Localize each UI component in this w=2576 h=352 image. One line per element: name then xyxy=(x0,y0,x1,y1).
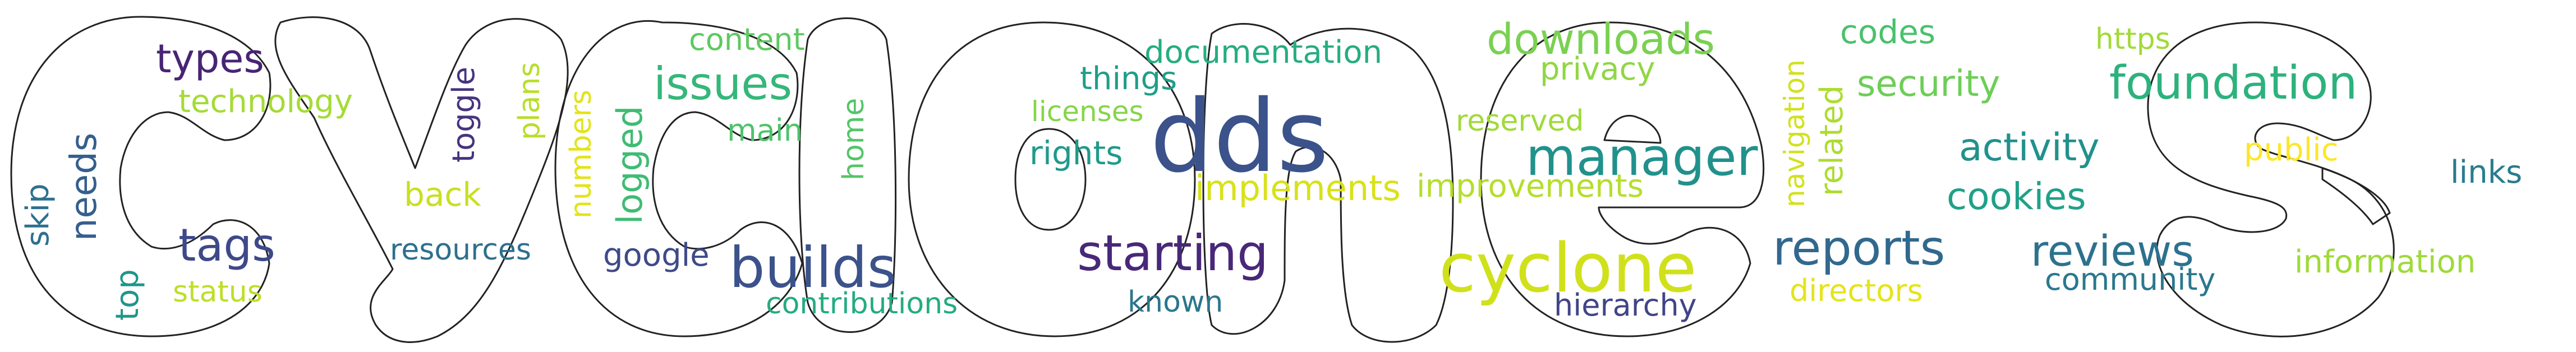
mask-outline-letter-o-hole xyxy=(1014,128,1087,231)
word-builds: builds xyxy=(729,235,896,300)
word-back: back xyxy=(404,175,481,214)
word-foundation: foundation xyxy=(2109,57,2358,110)
word-skip: skip xyxy=(20,183,56,247)
word-directors: directors xyxy=(1790,273,1923,308)
word-needs: status xyxy=(173,275,263,309)
word-hierarchy: hierarchy xyxy=(1554,288,1697,323)
word-numbers: numbers xyxy=(564,89,598,219)
word-rights: rights xyxy=(1029,134,1123,172)
word-https: resources xyxy=(390,233,532,267)
mask-outline-letter-o xyxy=(908,21,1196,337)
mask-outline-letter-c xyxy=(10,16,272,337)
word-cookies: cookies xyxy=(1947,175,2086,218)
word-google: google xyxy=(603,237,710,274)
word-implements: implements xyxy=(1195,168,1401,209)
word-information: information xyxy=(2294,244,2476,280)
mask-outline-letter-c-2 xyxy=(554,20,803,337)
word-known: licenses xyxy=(1031,95,1144,128)
word-tags: tags xyxy=(178,219,275,271)
word-links: links xyxy=(2450,154,2523,191)
word-types: types xyxy=(156,36,264,82)
word-security: security xyxy=(1857,63,2000,105)
word-starting: starting xyxy=(1077,224,1269,282)
mask-outline-letter-l xyxy=(798,17,897,333)
word-activity: activity xyxy=(1959,126,2100,170)
word-reviews: reviews xyxy=(2031,226,2194,276)
word-documentation: documentation xyxy=(1144,34,1383,71)
word-downloads: downloads xyxy=(1487,14,1715,64)
word-dds: dds xyxy=(1150,78,1329,194)
word-toggle: toggle xyxy=(446,67,481,163)
word-reserved: reserved xyxy=(1456,104,1584,138)
mask-outline-letter-e-hole xyxy=(1603,114,1662,144)
word-main: main xyxy=(727,113,803,148)
word-licenses: contributions xyxy=(766,287,958,321)
mask-outline-letter-s xyxy=(2147,21,2395,337)
word-home: home xyxy=(837,98,871,180)
word-technology: technology xyxy=(178,84,353,120)
word-resources: needs xyxy=(63,132,105,241)
word-cyclone: cyclone xyxy=(1439,230,1697,308)
word-improvements: improvements xyxy=(1416,168,1644,205)
word-manager: manager xyxy=(1526,127,1758,187)
word-related: related xyxy=(1814,85,1850,196)
mask-outline-letter-n xyxy=(1202,23,1454,343)
word-codes: codes xyxy=(1840,13,1936,51)
word-issues: issues xyxy=(654,58,793,110)
mask-outline-letter-e xyxy=(1480,21,1765,337)
word-logged: logged xyxy=(609,105,650,224)
word-privacy: privacy xyxy=(1540,51,1655,87)
word-contributions: top xyxy=(109,269,146,321)
word-top: known xyxy=(1128,285,1223,319)
word-reports: reports xyxy=(1773,220,1945,276)
word-status: https xyxy=(2095,22,2170,56)
word-public: public xyxy=(2244,132,2339,168)
mask-outline-letter-y xyxy=(274,16,569,343)
mask-outline-letter-s-hook xyxy=(2321,167,2391,225)
word-community: community xyxy=(2045,262,2216,297)
word-navigation: navigation xyxy=(1778,59,1811,207)
word-content: content xyxy=(689,22,805,57)
word-plans: plans xyxy=(513,62,546,140)
word-things: things xyxy=(1080,61,1177,97)
